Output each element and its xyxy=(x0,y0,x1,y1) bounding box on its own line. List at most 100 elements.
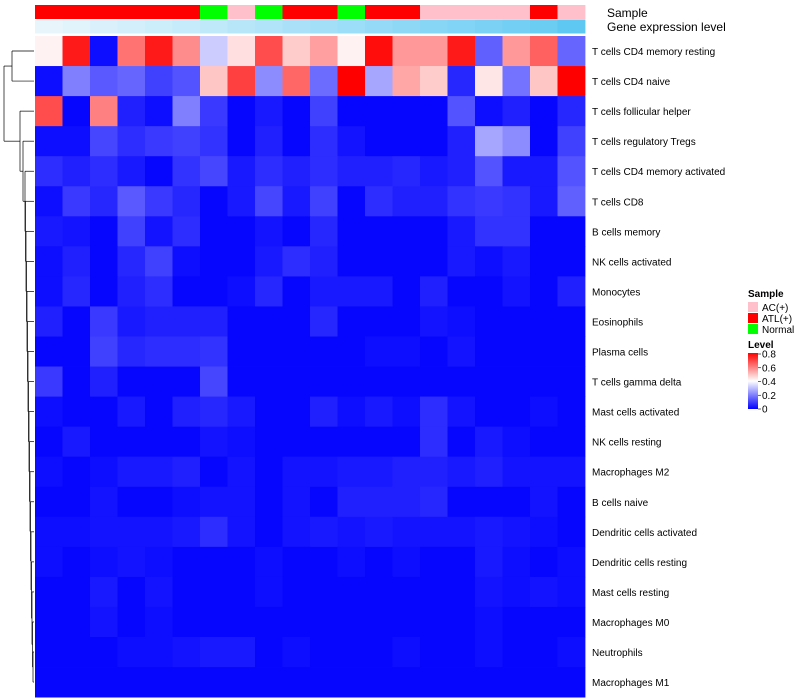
heatmap-cell xyxy=(420,516,448,548)
heatmap-cell xyxy=(172,396,201,428)
heatmap-cell xyxy=(502,246,531,277)
heatmap-cell xyxy=(227,156,256,187)
heatmap-cell xyxy=(310,216,338,247)
heatmap-cell xyxy=(172,66,201,97)
heatmap-cell xyxy=(200,156,228,187)
heatmap-cell xyxy=(557,186,586,217)
heatmap-cell xyxy=(420,66,448,97)
level-legend-title: Level xyxy=(748,340,774,351)
heatmap-cell xyxy=(337,456,366,488)
heatmap-cell xyxy=(117,126,146,157)
expression-cell-2 xyxy=(62,19,91,34)
heatmap-cell xyxy=(365,36,393,67)
heatmap-cell xyxy=(557,66,586,97)
heatmap-cell xyxy=(90,667,118,698)
heatmap-cell xyxy=(62,126,91,157)
heatmap-cell xyxy=(145,667,173,698)
heatmap-cell xyxy=(282,637,311,668)
heatmap-cell xyxy=(420,96,448,127)
heatmap-cell xyxy=(117,246,146,277)
heatmap-cell xyxy=(310,96,338,127)
heatmap-cell xyxy=(502,126,531,157)
heatmap-cell xyxy=(475,96,503,127)
heatmap-cell xyxy=(420,366,448,397)
heatmap-cell xyxy=(530,486,558,518)
heatmap-cell xyxy=(282,606,311,638)
heatmap-cell xyxy=(392,396,421,428)
heatmap-cell xyxy=(337,336,366,367)
heatmap-cell xyxy=(365,516,393,548)
heatmap-cell xyxy=(255,456,283,488)
heatmap-cell xyxy=(557,336,586,367)
heatmap-cell xyxy=(392,366,421,397)
heatmap-cell xyxy=(35,637,63,668)
heatmap-cell xyxy=(530,156,558,187)
heatmap-cell xyxy=(117,36,146,67)
heatmap-cell xyxy=(255,576,283,608)
heatmap-cell xyxy=(227,426,256,458)
heatmap-cell xyxy=(392,156,421,187)
heatmap-cell xyxy=(530,546,558,578)
heatmap-cell xyxy=(145,96,173,127)
heatmap-cell xyxy=(337,637,366,668)
heatmap-cell xyxy=(145,276,173,307)
heatmap-cell xyxy=(200,36,228,67)
heatmap-cell xyxy=(475,546,503,578)
heatmap-cell xyxy=(282,336,311,367)
heatmap-cell xyxy=(282,36,311,67)
heatmap-cell xyxy=(557,36,586,67)
heatmap-cell xyxy=(172,576,201,608)
heatmap-cell xyxy=(35,486,63,518)
sample-cell-7 xyxy=(200,5,228,19)
heatmap-cell xyxy=(282,66,311,97)
heatmap-cell xyxy=(117,186,146,217)
sample-cell-17 xyxy=(475,5,503,19)
expression-cell-12 xyxy=(337,19,366,34)
heatmap-cell xyxy=(227,96,256,127)
heatmap-cell xyxy=(310,336,338,367)
heatmap-cell xyxy=(475,456,503,488)
heatmap-cell xyxy=(420,126,448,157)
heatmap-cell xyxy=(447,336,476,367)
heatmap-cell xyxy=(62,96,91,127)
heatmap-cell xyxy=(392,667,421,698)
heatmap-cell xyxy=(475,156,503,187)
heatmap-cell xyxy=(35,216,63,247)
sample-cell-1 xyxy=(35,5,63,19)
heatmap-cell xyxy=(145,516,173,548)
heatmap-cell xyxy=(200,426,228,458)
heatmap-cell xyxy=(447,637,476,668)
heatmap-cell xyxy=(62,216,91,247)
heatmap-cell xyxy=(365,126,393,157)
heatmap-cell xyxy=(310,606,338,638)
sample-cell-20 xyxy=(557,5,586,19)
heatmap-cell xyxy=(420,576,448,608)
heatmap-cell xyxy=(447,276,476,307)
heatmap-cell xyxy=(62,576,91,608)
heatmap-cell xyxy=(200,366,228,397)
heatmap-cell xyxy=(200,486,228,518)
heatmap-cell xyxy=(90,516,118,548)
heatmap-cell xyxy=(200,396,228,428)
heatmap-cell xyxy=(145,336,173,367)
heatmap-cell xyxy=(117,637,146,668)
heatmap-cell xyxy=(172,306,201,337)
heatmap-cell xyxy=(117,456,146,488)
heatmap-cell xyxy=(447,486,476,518)
heatmap-cell xyxy=(310,546,338,578)
heatmap-cell xyxy=(557,667,586,698)
heatmap-cell xyxy=(62,366,91,397)
sample-cell-10 xyxy=(282,5,311,19)
sample-cell-11 xyxy=(310,5,338,19)
heatmap-cell xyxy=(255,186,283,217)
heatmap-cell xyxy=(35,606,63,638)
sample-cell-5 xyxy=(145,5,173,19)
heatmap-cell xyxy=(337,66,366,97)
heatmap-cell xyxy=(227,637,256,668)
heatmap-cell xyxy=(227,186,256,217)
heatmap-cell xyxy=(145,396,173,428)
heatmap-cell xyxy=(200,516,228,548)
heatmap-cell xyxy=(310,156,338,187)
heatmap-cell xyxy=(447,306,476,337)
heatmap-cell xyxy=(365,336,393,367)
